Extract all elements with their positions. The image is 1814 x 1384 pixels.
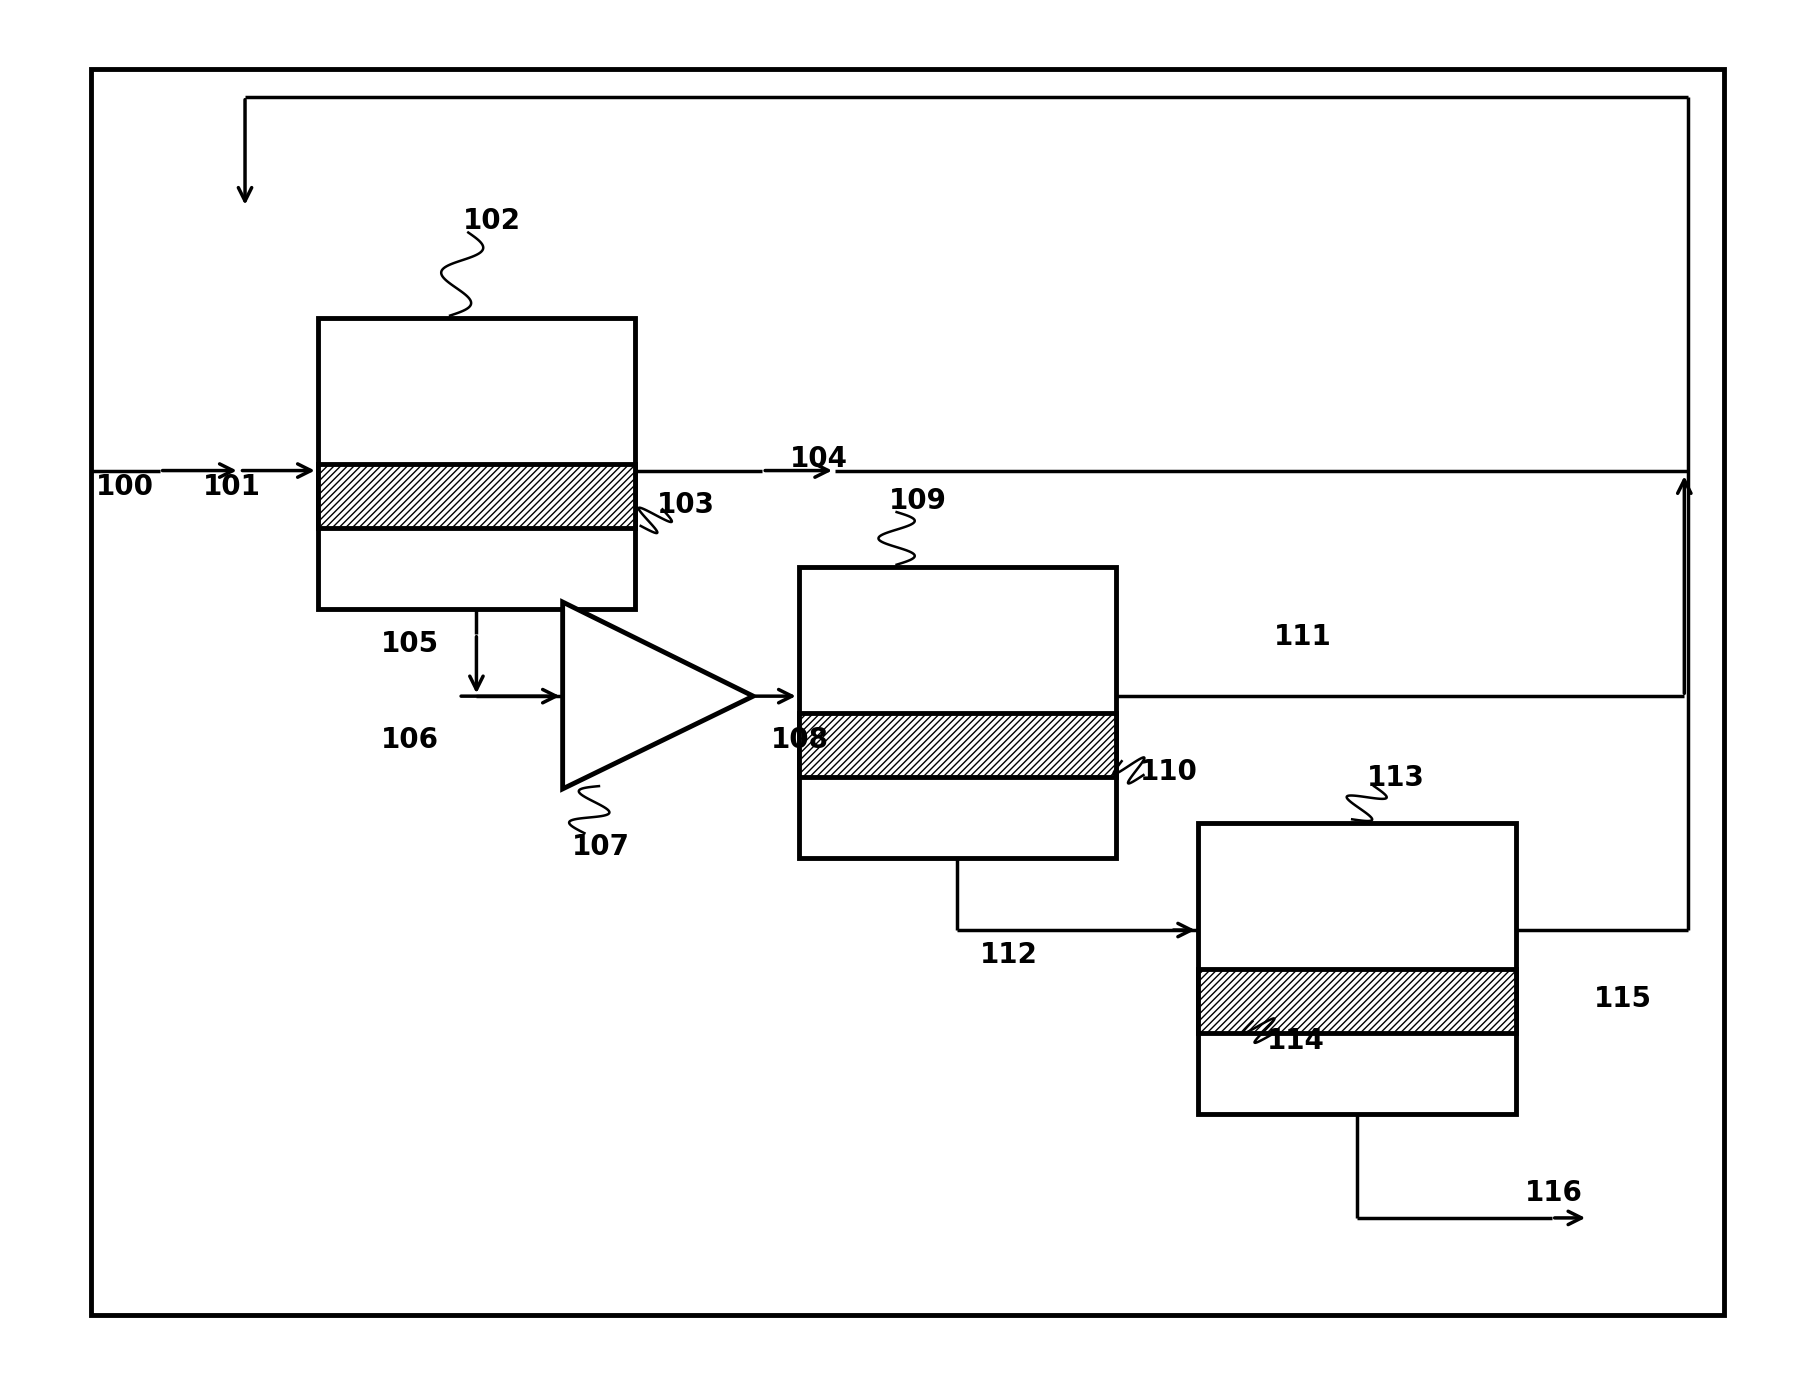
Text: 105: 105 [381, 630, 439, 657]
Text: 116: 116 [1524, 1179, 1582, 1207]
Text: 113: 113 [1366, 764, 1424, 792]
Bar [317, 464, 635, 527]
Text: 112: 112 [980, 941, 1038, 969]
Text: 103: 103 [657, 491, 715, 519]
Text: 115: 115 [1593, 985, 1651, 1013]
Text: 104: 104 [789, 446, 847, 473]
Text: 110: 110 [1139, 758, 1197, 786]
Bar [798, 713, 1116, 776]
Text: 109: 109 [889, 487, 947, 515]
Text: 101: 101 [203, 473, 261, 501]
Text: 107: 107 [571, 833, 629, 861]
Text: 114: 114 [1266, 1027, 1324, 1055]
Text: 108: 108 [771, 727, 829, 754]
Text: 100: 100 [96, 473, 154, 501]
Bar [1197, 823, 1515, 1114]
Text: 111: 111 [1273, 623, 1331, 650]
Polygon shape [562, 602, 753, 789]
Text: 102: 102 [463, 208, 521, 235]
Text: 106: 106 [381, 727, 439, 754]
Bar [317, 318, 635, 609]
Bar [1197, 969, 1515, 1032]
Bar [798, 567, 1116, 858]
